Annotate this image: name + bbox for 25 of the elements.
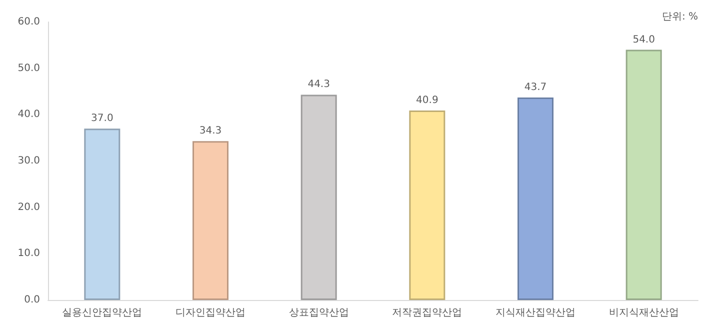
x-tick-label: 실용신안집약산업 <box>62 308 142 318</box>
data-label: 37.0 <box>91 113 114 124</box>
y-tick-label: 20.0 <box>18 202 40 213</box>
annotation: 단위: % <box>662 12 698 22</box>
data-label: 54.0 <box>632 34 655 46</box>
bar <box>84 128 120 300</box>
bar <box>192 141 228 300</box>
data-label: 40.9 <box>416 94 438 106</box>
y-tick-label: 50.0 <box>18 62 40 74</box>
bar <box>518 98 554 300</box>
data-label: 43.7 <box>524 82 547 94</box>
y-tick-label: 0.0 <box>24 294 40 306</box>
y-tick-label: 40.0 <box>18 109 40 120</box>
y-tick-label: 10.0 <box>18 248 40 260</box>
y-tick-label: 60.0 <box>18 16 40 28</box>
bar <box>409 110 446 300</box>
data-label: 44.3 <box>308 79 330 90</box>
data-label: 34.3 <box>199 126 222 137</box>
x-tick-label: 비지식재산산업 <box>608 308 679 318</box>
y-tick-label: 30.0 <box>18 156 40 166</box>
x-tick-label: 디자인집약산업 <box>176 308 246 318</box>
x-tick-label: 저작권집약산업 <box>392 308 462 318</box>
x-tick-label: 상표집약산업 <box>288 308 349 318</box>
bar <box>626 50 662 300</box>
x-tick-label: 지식재산집약산업 <box>496 308 576 318</box>
